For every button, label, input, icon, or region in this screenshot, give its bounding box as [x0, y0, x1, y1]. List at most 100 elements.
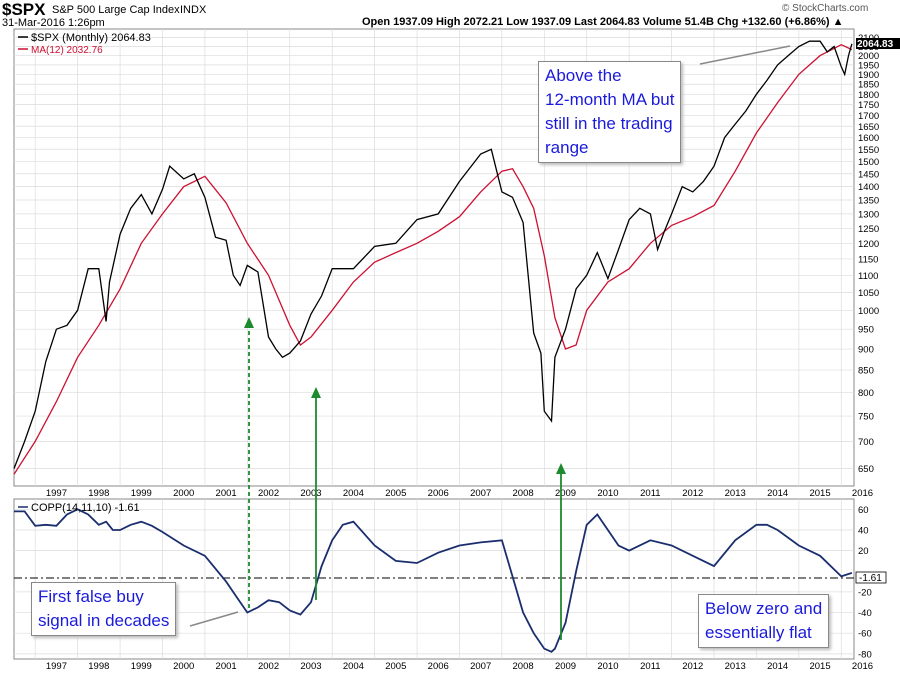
copp-y-tick-label: 40 [858, 525, 869, 536]
copp-x-tick-label: 2005 [385, 661, 406, 672]
callout-line: signal in decades [38, 611, 170, 630]
price-panel [13, 28, 855, 487]
price-last-label: 2064.83 [857, 39, 894, 50]
callout-line: still in the trading [545, 114, 673, 133]
copp-y-tick-label: 20 [858, 546, 869, 557]
copp-x-tick-label: 1999 [131, 661, 152, 672]
price-y-tick-label: 1400 [858, 182, 879, 193]
callout-line: range [545, 138, 589, 157]
ma12-series-line [13, 43, 853, 475]
ma-legend: MA(12) 2032.76 [31, 45, 103, 56]
price-x-tick-label: 2016 [852, 488, 873, 499]
price-x-tick-label: 1997 [46, 488, 67, 499]
price-x-tick-label: 2015 [809, 488, 830, 499]
header-symbol: $SPX [2, 0, 46, 19]
price-y-tick-label: 2000 [858, 51, 879, 62]
callout-line: essentially flat [705, 623, 812, 642]
price-y-tick-label: 950 [858, 325, 874, 336]
price-y-tick-label: 1800 [858, 90, 879, 101]
copp-x-tick-label: 2002 [258, 661, 279, 672]
signal-arrows [244, 317, 566, 640]
price-y-tick-label: 1900 [858, 70, 879, 81]
price-x-tick-label: 2003 [300, 488, 321, 499]
callout-line: Above the [545, 66, 622, 85]
price-y-tick-label: 700 [858, 437, 874, 448]
price-x-tick-label: 2011 [640, 488, 660, 499]
arrow-2002-false-signal-head [244, 317, 254, 328]
copp-x-tick-label: 2000 [173, 661, 194, 672]
price-x-tick-label: 2009 [555, 488, 576, 499]
price-x-tick-label: 2008 [513, 488, 534, 499]
price-x-tick-label: 2012 [682, 488, 703, 499]
copp-y-tick-label: 60 [858, 505, 869, 516]
price-x-tick-label: 2014 [767, 488, 788, 499]
price-x-tick-label: 2007 [470, 488, 491, 499]
price-legend: $SPX (Monthly) 2064.83 [31, 32, 151, 44]
copp-x-tick-label: 2003 [300, 661, 321, 672]
header-date: 31-Mar-2016 1:26pm [2, 17, 105, 29]
price-y-tick-label: 1700 [858, 111, 879, 122]
copp-y-tick-label: -60 [858, 629, 872, 640]
copp-x-tick-label: 1998 [88, 661, 109, 672]
callout-false-buy-signal: First false buy signal in decades [31, 582, 177, 636]
copp-x-tick-label: 2001 [216, 661, 237, 672]
price-y-tick-label: 1950 [858, 60, 879, 71]
price-y-tick-label: 1300 [858, 209, 879, 220]
copp-x-tick-label: 2011 [640, 661, 660, 672]
price-y-tick-label: 1150 [858, 254, 878, 265]
copp-x-tick-label: 2012 [682, 661, 703, 672]
header-exchange: INDX [180, 4, 207, 16]
copp-x-tick-label: 2006 [428, 661, 449, 672]
price-x-tick-label: 1998 [88, 488, 109, 499]
price-x-tick-label: 2002 [258, 488, 279, 499]
price-y-tick-label: 850 [858, 366, 874, 377]
copp-x-tick-label: 2008 [513, 661, 534, 672]
callout-line: 12-month MA but [545, 90, 675, 109]
price-x-tick-label: 2013 [725, 488, 746, 499]
price-y-tick-label: 1600 [858, 133, 879, 144]
price-y-tick-label: 1500 [858, 157, 879, 168]
price-y-tick-label: 750 [858, 412, 874, 423]
price-x-tick-label: 2004 [343, 488, 364, 499]
callout-line: Below zero and [705, 599, 823, 618]
price-y-tick-label: 1350 [858, 196, 879, 207]
callout-below-zero: Below zero and essentially flat [698, 594, 830, 648]
spx-price-series-line [13, 40, 853, 469]
copp-x-tick-label: 2015 [809, 661, 830, 672]
copp-y-tick-label: -20 [858, 587, 872, 598]
price-y-tick-label: 1450 [858, 169, 879, 180]
copp-x-tick-label: 2007 [470, 661, 491, 672]
copp-x-tick-label: 2004 [343, 661, 364, 672]
coppock-series-line [14, 508, 853, 653]
arrow-2009-buy-signal-head [556, 463, 566, 474]
price-y-tick-label: 1050 [858, 288, 879, 299]
copp-y-tick-label: -80 [858, 649, 872, 660]
copp-x-tick-label: 2010 [597, 661, 618, 672]
price-y-tick-label: 900 [858, 345, 874, 356]
arrow-2003-buy-signal-head [311, 387, 321, 398]
copp-x-tick-label: 1997 [46, 661, 67, 672]
header-name: S&P 500 Large Cap Index [52, 4, 180, 16]
price-y-tick-label: 650 [858, 464, 874, 475]
price-y-tick-label: 1750 [858, 100, 879, 111]
callout-trading-range: Above the 12-month MA but still in the t… [538, 61, 682, 163]
price-x-tick-label: 2006 [428, 488, 449, 499]
callout-pointer-top [699, 45, 791, 65]
price-y-tick-label: 1550 [858, 145, 879, 156]
price-y-tick-label: 1650 [858, 122, 879, 133]
callout-line: First false buy [38, 587, 144, 606]
price-x-tick-label: 2000 [173, 488, 194, 499]
price-x-tick-label: 1999 [131, 488, 152, 499]
price-y-tick-label: 1250 [858, 224, 879, 235]
price-x-tick-label: 2005 [385, 488, 406, 499]
callout-pointer-left [189, 611, 239, 627]
copp-x-tick-label: 2009 [555, 661, 576, 672]
copp-x-tick-label: 2016 [852, 661, 873, 672]
price-y-tick-label: 1850 [858, 80, 879, 91]
price-y-tick-label: 1100 [858, 271, 878, 282]
header-brand: © StockCharts.com [782, 3, 869, 14]
copp-y-tick-label: -40 [858, 608, 872, 619]
price-x-tick-label: 2001 [216, 488, 237, 499]
copp-x-tick-label: 2013 [725, 661, 746, 672]
